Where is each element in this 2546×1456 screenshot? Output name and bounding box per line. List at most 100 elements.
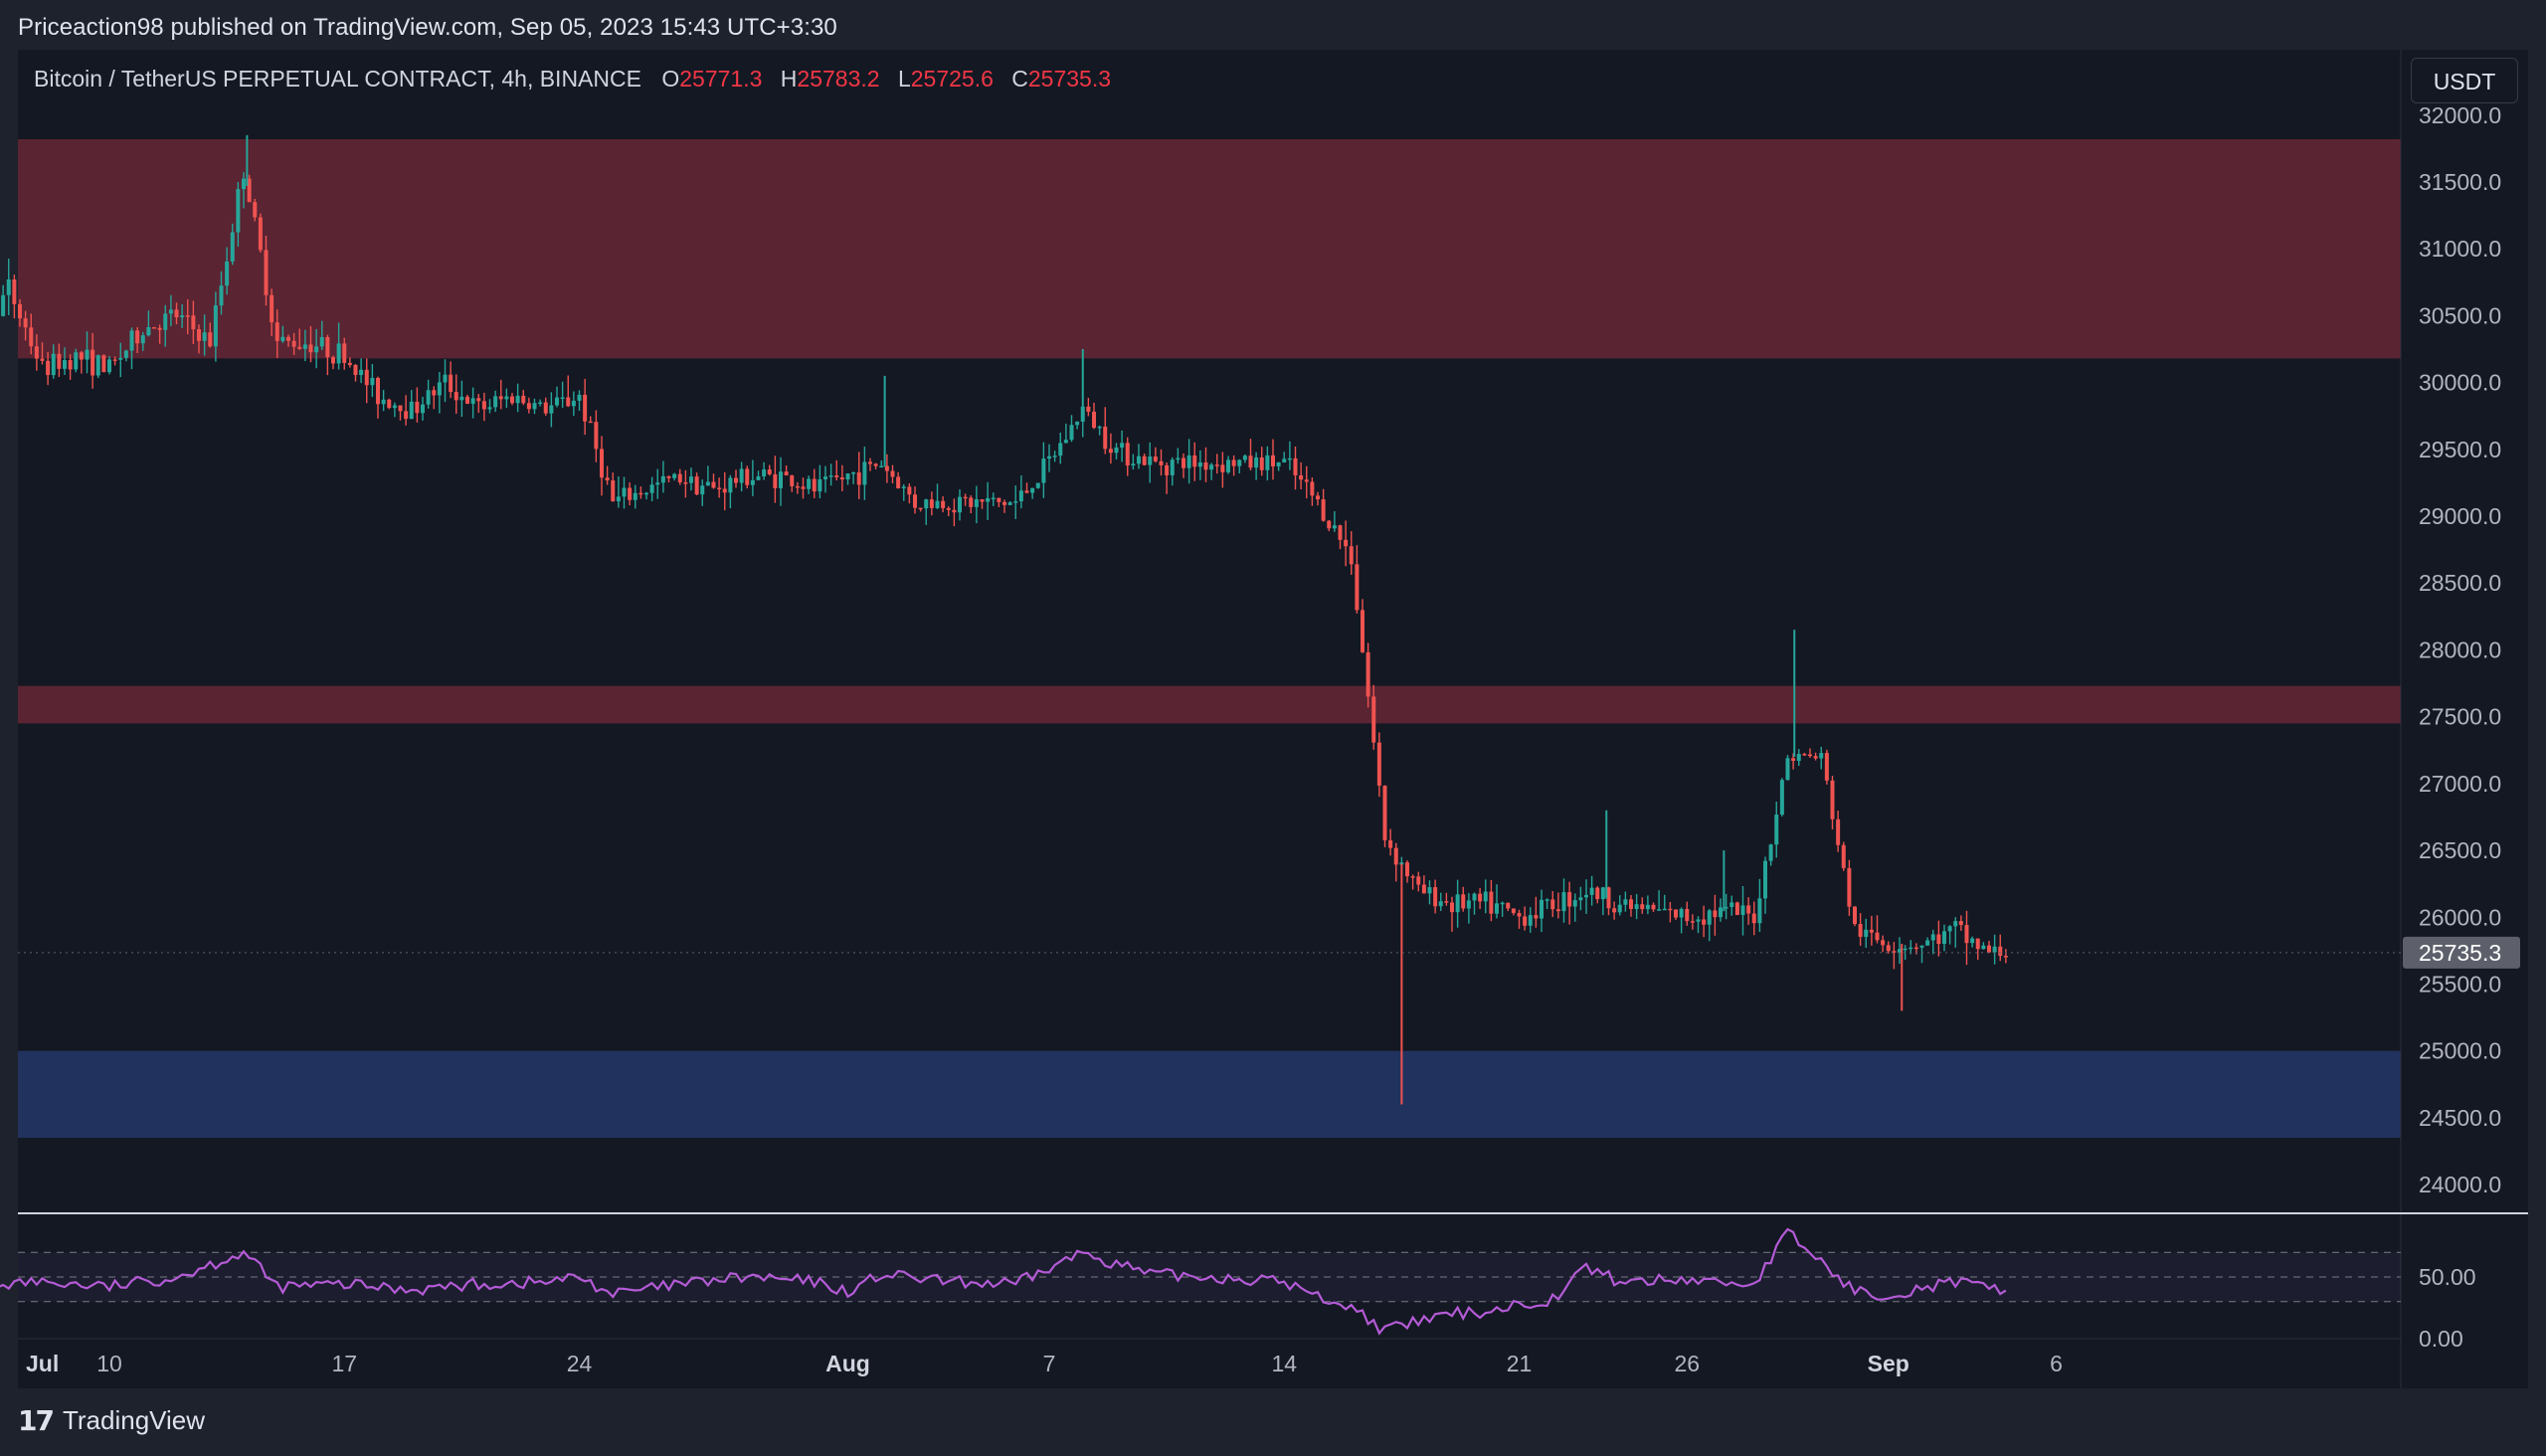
time-tick-label: Aug <box>825 1351 870 1376</box>
candle-body <box>1092 411 1096 429</box>
candle-body <box>1444 901 1449 903</box>
candle-body <box>454 392 458 401</box>
candle-219 <box>1030 487 1035 499</box>
candle-body <box>773 473 778 488</box>
candle-body <box>2003 956 2008 958</box>
candle-206 <box>958 489 962 521</box>
candle-body <box>1388 839 1393 848</box>
candle-98 <box>353 364 358 382</box>
candle-body <box>1086 406 1091 412</box>
candle-266 <box>1293 446 1298 490</box>
candle-body <box>1713 910 1718 918</box>
candle-body <box>1724 906 1728 909</box>
candle-152 <box>655 468 660 499</box>
candle-body <box>980 499 985 502</box>
candle-body <box>163 313 168 330</box>
support-zone-2 <box>18 1050 2401 1139</box>
footer <box>0 1390 2546 1456</box>
candle-body <box>493 396 498 408</box>
candle-125 <box>504 388 509 409</box>
candle-body <box>191 315 196 330</box>
candle-body <box>1461 894 1466 909</box>
candle-292 <box>1438 892 1443 911</box>
currency-button[interactable]: USDT <box>2411 58 2518 103</box>
candle-343 <box>1724 893 1728 920</box>
candle-341 <box>1713 894 1718 936</box>
candle-385 <box>1958 915 1963 931</box>
candle-body <box>1746 905 1751 914</box>
candle-165 <box>728 474 733 509</box>
candle-body <box>884 465 889 471</box>
candle-body <box>1791 758 1796 761</box>
candle-body <box>600 449 604 478</box>
candle-301 <box>1489 879 1494 922</box>
candle-body <box>1612 908 1617 913</box>
current-price-tag <box>2403 936 2520 969</box>
candle-272 <box>1327 519 1332 532</box>
candle-body <box>1517 913 1522 917</box>
candle-body <box>862 461 867 485</box>
candle-body <box>1987 945 1991 953</box>
candle-169 <box>750 459 755 496</box>
candle-body <box>123 350 128 358</box>
candle-body <box>85 349 90 360</box>
candle-311 <box>1545 898 1549 910</box>
candle-body <box>890 470 895 477</box>
candle-body <box>1740 905 1745 915</box>
candle-115 <box>449 361 454 399</box>
candle-195 <box>896 471 901 489</box>
rsi-line <box>0 1227 2007 1336</box>
candle-body <box>68 360 73 370</box>
candle-239 <box>1142 454 1147 466</box>
candle-body <box>74 352 79 370</box>
candle-160 <box>700 479 705 506</box>
candle-body <box>34 346 39 359</box>
candle-body <box>1069 425 1074 441</box>
candle-52 <box>95 354 100 379</box>
candle-337 <box>1690 914 1695 930</box>
candle-body <box>308 344 313 353</box>
candle-259 <box>1254 452 1259 480</box>
candle-267 <box>1299 461 1304 490</box>
candle-277 <box>1355 545 1360 614</box>
candle-body <box>689 476 693 483</box>
candle-384 <box>1953 917 1958 948</box>
candle-body <box>1824 753 1829 781</box>
candle-body <box>1030 487 1035 493</box>
candle-308 <box>1528 907 1533 933</box>
candle-body <box>588 421 593 424</box>
candle-178 <box>801 477 806 499</box>
candle-body <box>929 499 934 508</box>
tradingview-logo[interactable]: 17 TradingView <box>18 1404 205 1437</box>
candle-body <box>1332 525 1337 529</box>
candle-58 <box>129 327 134 370</box>
candle-113 <box>437 372 442 414</box>
candle-body <box>555 397 559 406</box>
candle-body <box>1450 902 1454 913</box>
candle-40 <box>29 313 34 355</box>
candle-146 <box>622 476 627 509</box>
candle-194 <box>890 464 895 484</box>
candle-137 <box>571 391 576 417</box>
candle-body <box>1438 901 1443 907</box>
candle-71 <box>202 314 207 356</box>
candle-353 <box>1779 778 1784 817</box>
low-label: L <box>897 66 911 91</box>
candle-body <box>734 477 738 483</box>
candle-body <box>180 315 185 318</box>
candle-36 <box>6 259 11 315</box>
candle-93 <box>325 334 330 376</box>
candle-173 <box>773 455 778 503</box>
candle-body <box>230 232 235 262</box>
symbol-title[interactable]: Bitcoin / TetherUS PERPETUAL CONTRACT, 4… <box>34 66 641 91</box>
time-tick-label: 21 <box>1507 1351 1533 1376</box>
candle-260 <box>1259 447 1264 476</box>
candle-body <box>1751 913 1756 924</box>
candle-body <box>1024 490 1029 493</box>
candle-297 <box>1466 893 1471 924</box>
candle-322 <box>1606 886 1611 916</box>
candle-body <box>258 217 263 251</box>
candle-body <box>986 497 991 502</box>
candle-332 <box>1662 894 1667 911</box>
